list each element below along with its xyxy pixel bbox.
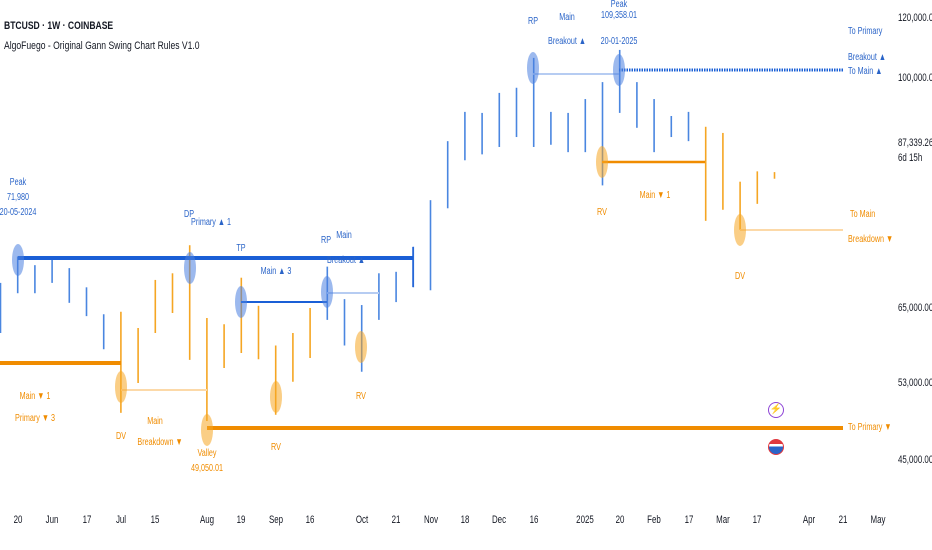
valley-label: Valley	[197, 448, 217, 459]
time-tick: 16	[305, 514, 315, 526]
rv-label: RV	[597, 207, 607, 218]
to-main-label: To Main	[850, 209, 876, 220]
main-label: Main	[336, 230, 352, 241]
tp-marker	[235, 286, 247, 318]
peak-label: Peak	[9, 177, 27, 188]
time-tick: May	[870, 514, 886, 526]
breakout-label: Breakout ▲	[548, 36, 586, 47]
bars-layer	[0, 49, 776, 422]
time-tick: Dec	[492, 514, 507, 526]
time-tick: Oct	[355, 514, 368, 526]
bar-countdown: 6d 15h	[898, 152, 923, 164]
symbol-title[interactable]: BTCUSD · 1W · COINBASE	[4, 20, 114, 32]
time-tick: 17	[684, 514, 693, 526]
time-tick: Apr	[802, 514, 816, 526]
dp-label: DP	[183, 209, 195, 220]
time-tick: 17	[752, 514, 762, 526]
time-tick: 15	[150, 514, 160, 526]
rv-marker	[596, 146, 608, 178]
rv-marker	[270, 381, 282, 413]
primary-up-label: Primary ▲ 1	[191, 217, 231, 228]
swing-lines	[0, 68, 843, 430]
dv-marker	[734, 214, 746, 246]
time-tick: 21	[838, 514, 848, 526]
time-tick: 16	[529, 514, 539, 526]
tp-label: TP	[236, 243, 246, 254]
rp-label: RP	[320, 235, 332, 246]
time-tick: Aug	[199, 514, 214, 526]
to-main-breakdown-label: Breakdown ▼	[848, 234, 894, 245]
peak-marker	[12, 244, 24, 276]
dv-label: DV	[734, 271, 746, 282]
time-tick: 20	[615, 514, 625, 526]
time-tick: 19	[236, 514, 246, 526]
to-primary-down-label: To Primary ▼	[848, 422, 892, 433]
time-tick: Jun	[45, 514, 59, 526]
dv-marker	[115, 371, 127, 403]
peak-marker	[613, 54, 625, 86]
rp-label: RP	[527, 16, 539, 27]
main-down-label: Main ▼ 1	[639, 190, 671, 201]
rp-marker	[321, 276, 333, 308]
lightning-icon[interactable]: ⚡	[768, 402, 784, 418]
time-tick: 21	[391, 514, 401, 526]
peak-date: 20-05-2024	[0, 207, 37, 218]
price-tick: 100,000.00	[898, 72, 932, 84]
time-tick: 2025	[576, 514, 595, 526]
price-tick: 120,000.00	[898, 12, 932, 24]
time-tick: Sep	[268, 514, 283, 526]
breakout-label: Breakout ▲	[327, 255, 365, 266]
price-tick: 45,000.00	[898, 454, 932, 466]
breakdown-label: Breakdown ▼	[137, 437, 183, 448]
primary-down-label: Primary ▼ 3	[15, 413, 55, 424]
price-tick: 53,000.00	[898, 377, 932, 389]
dp-marker	[184, 252, 196, 284]
time-tick: 20	[13, 514, 23, 526]
current-price-label: 87,339.26	[898, 137, 932, 149]
peak-price: 109,358.01	[600, 10, 638, 21]
time-tick: 17	[82, 514, 91, 526]
time-tick: Jul	[115, 514, 126, 526]
main-label: Main	[559, 12, 575, 23]
price-tick: 65,000.00	[898, 302, 932, 314]
time-tick: Mar	[716, 514, 730, 526]
rv-marker	[355, 331, 367, 363]
time-tick: Nov	[423, 514, 438, 526]
main-down-label: Main ▼ 1	[19, 391, 51, 402]
time-tick: 18	[460, 514, 470, 526]
to-primary-breakout-label: Breakout ▲	[848, 52, 886, 63]
peak-label: Peak	[610, 0, 628, 10]
rv-label: RV	[356, 391, 366, 402]
main-up-label: Main ▲ 3	[260, 266, 292, 277]
main-label: Main	[147, 416, 163, 427]
valley-price: 49,050.01	[190, 463, 224, 474]
rp-marker	[527, 52, 539, 84]
us-flag-icon[interactable]	[768, 439, 784, 455]
to-main-up-label: To Main ▲	[848, 66, 883, 77]
valley-marker	[201, 414, 213, 446]
dv-label: DV	[115, 431, 127, 442]
rv-label: RV	[271, 442, 281, 453]
indicator-title[interactable]: AlgoFuego - Original Gann Swing Chart Ru…	[4, 40, 200, 52]
swing-points	[12, 52, 746, 446]
peak-price: 71,980	[6, 192, 30, 203]
to-primary-label: To Primary	[848, 26, 883, 37]
peak-date: 20-01-2025	[600, 36, 638, 47]
time-tick: Feb	[647, 514, 661, 526]
